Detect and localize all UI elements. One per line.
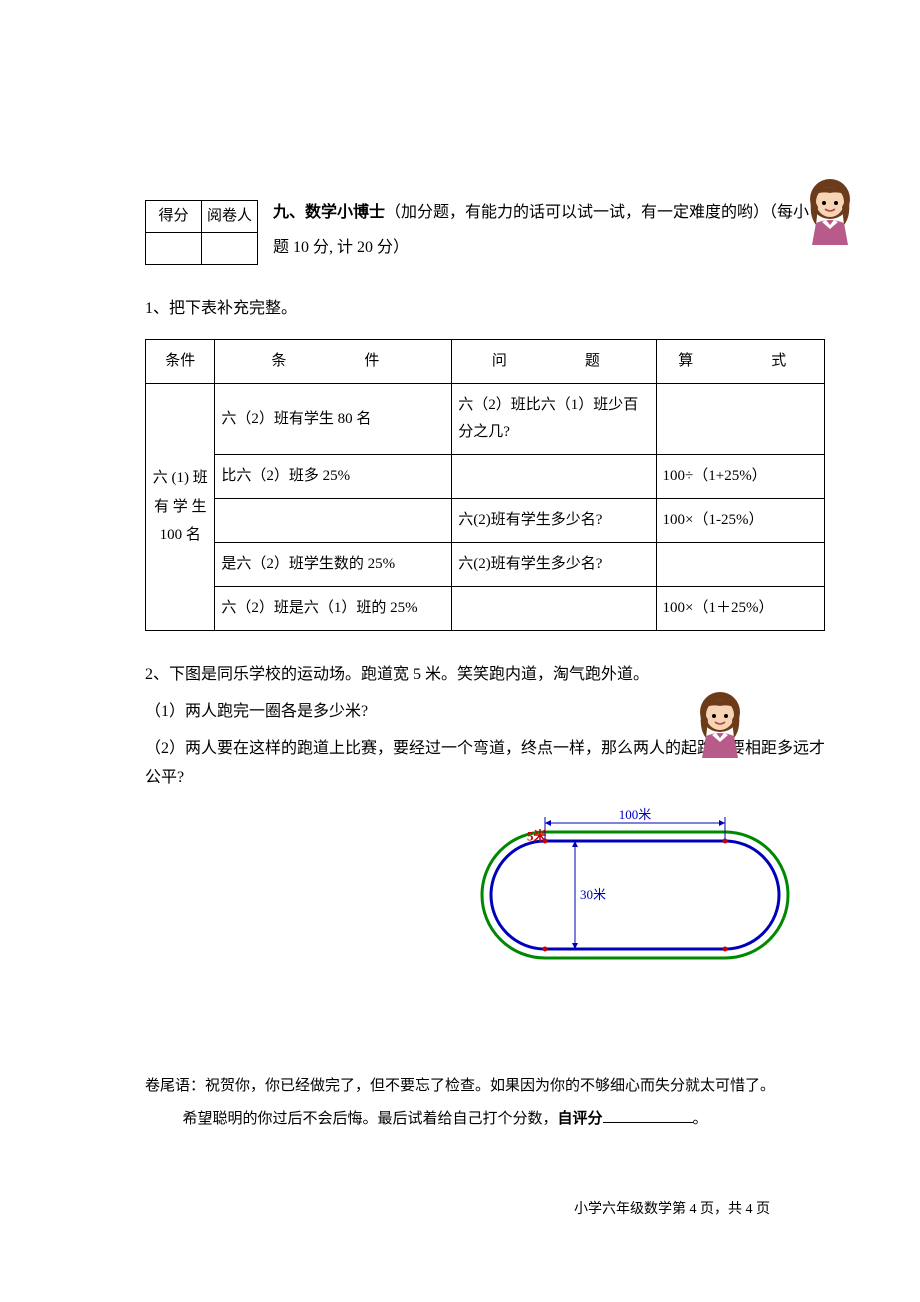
th-equation: 算 式 [656, 340, 825, 384]
self-score-label: 自评分 [558, 1111, 603, 1127]
footer-note: 卷尾语：祝贺你，你已经做完了，但不要忘了检查。如果因为你的不够细心而失分就太可惜… [145, 1070, 825, 1136]
r0-eq [656, 384, 825, 455]
r1-q [452, 455, 656, 499]
q1-table: 条件 条 件 问 题 算 式 六 (1) 班 有 学 生 100 名 六（2）班… [145, 339, 825, 631]
page-number: 小学六年级数学第 4 页，共 4 页 [574, 1197, 770, 1222]
section-name: 数学小博士 [305, 204, 385, 221]
q1-title: 1、把下表补充完整。 [145, 295, 825, 324]
score-box: 得分 阅卷人 [145, 200, 258, 265]
left-span-cell: 六 (1) 班 有 学 生 100 名 [146, 384, 215, 631]
footer-line2a: 希望聪明的你过后不会后悔。最后试着给自己打个分数， [183, 1111, 558, 1127]
score-label: 得分 [146, 201, 202, 233]
footer-period: 。 [693, 1111, 708, 1127]
svg-text:100米: 100米 [619, 807, 652, 822]
r3-eq [656, 543, 825, 587]
r3-q: 六(2)班有学生多少名? [452, 543, 656, 587]
r2-cond [215, 499, 452, 543]
th-cond2: 条 件 [215, 340, 452, 384]
r0-q: 六（2）班比六（1）班少百分之几? [452, 384, 656, 455]
r1-eq: 100÷（1+25%） [656, 455, 825, 499]
r3-cond: 是六（2）班学生数的 25% [215, 543, 452, 587]
marker-cell [202, 233, 258, 265]
r4-eq: 100×（1＋25%） [656, 587, 825, 631]
r4-q [452, 587, 656, 631]
marker-label: 阅卷人 [202, 201, 258, 233]
svg-text:5米: 5米 [527, 829, 548, 844]
r0-cond: 六（2）班有学生 80 名 [215, 384, 452, 455]
footer-line1: 卷尾语：祝贺你，你已经做完了，但不要忘了检查。如果因为你的不够细心而失分就太可惜… [145, 1070, 825, 1103]
avatar-icon [800, 175, 860, 245]
r4-cond: 六（2）班是六（1）班的 25% [215, 587, 452, 631]
q2-intro: 2、下图是同乐学校的运动场。跑道宽 5 米。笑笑跑内道，淘气跑外道。 [145, 661, 825, 690]
avatar-icon [690, 688, 750, 758]
score-cell [146, 233, 202, 265]
th-cond1: 条件 [146, 340, 215, 384]
th-question: 问 题 [452, 340, 656, 384]
section-prefix: 九、 [273, 204, 305, 221]
r2-eq: 100×（1-25%） [656, 499, 825, 543]
r2-q: 六(2)班有学生多少名? [452, 499, 656, 543]
self-score-blank[interactable] [603, 1108, 693, 1123]
track-diagram: 100米 30米 5米 [445, 770, 825, 980]
r1-cond: 比六（2）班多 25% [215, 455, 452, 499]
svg-text:30米: 30米 [580, 887, 606, 902]
